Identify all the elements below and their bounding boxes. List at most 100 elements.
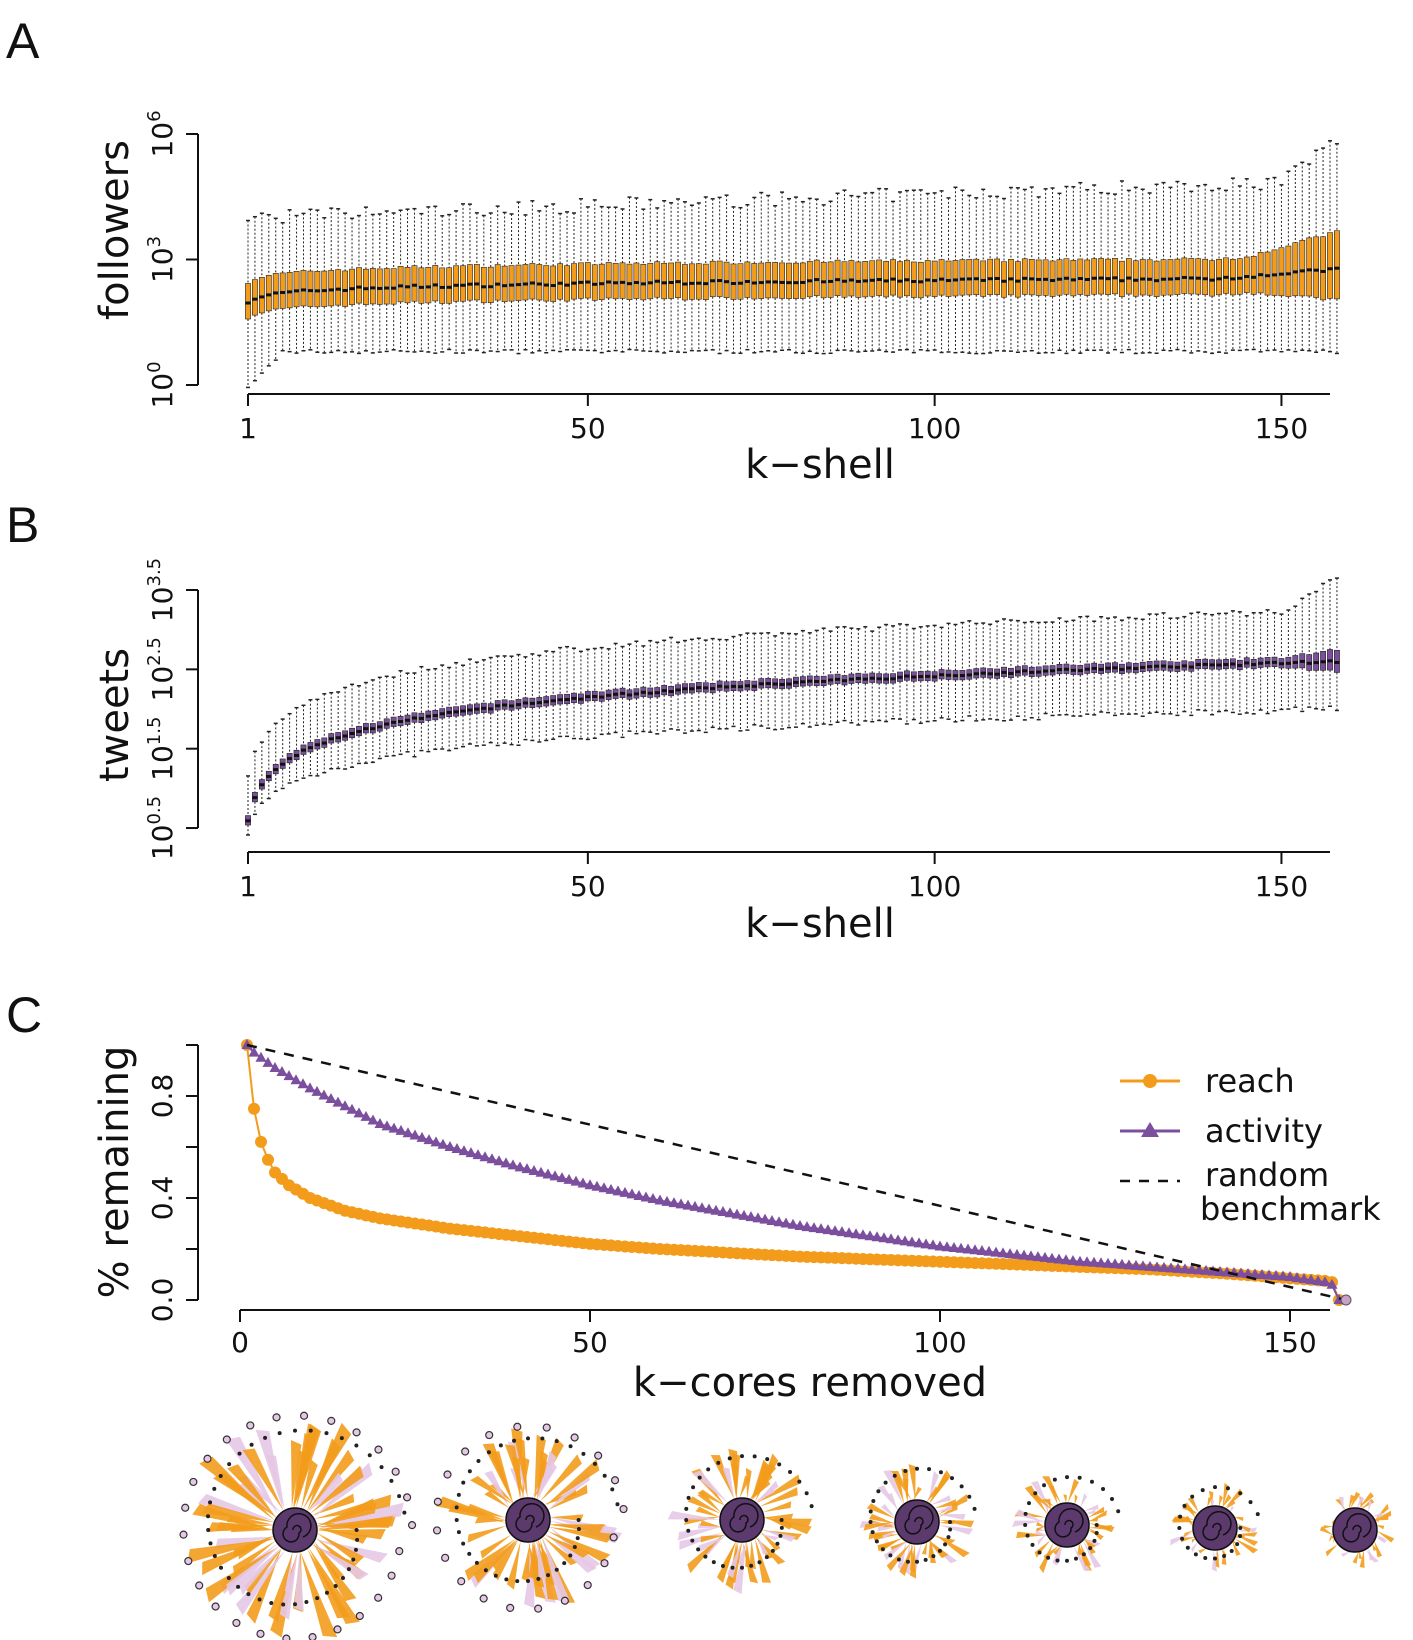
network-edge (489, 1451, 514, 1504)
network-edge (1170, 1532, 1194, 1546)
box (682, 264, 688, 301)
network-node (1229, 1548, 1234, 1553)
network-outer-node (402, 1493, 412, 1502)
network-node (720, 1563, 725, 1568)
network-outer-node (282, 1634, 291, 1640)
network-edge (1080, 1493, 1087, 1508)
x-tick-label: 50 (572, 1326, 608, 1359)
network-outer-node (407, 1521, 417, 1530)
box (973, 258, 980, 296)
activity-point (976, 1245, 988, 1256)
activity-point (374, 1118, 386, 1129)
box (591, 264, 598, 301)
box (453, 265, 459, 302)
network-edge (1041, 1498, 1055, 1507)
activity-point (885, 1233, 897, 1244)
box (952, 260, 959, 297)
network-node (775, 1541, 780, 1546)
activity-point (787, 1218, 799, 1229)
network-node (892, 1473, 897, 1478)
network-edge (1083, 1504, 1099, 1511)
network-node (1248, 1500, 1253, 1505)
network-outer-node (443, 1470, 452, 1479)
network-node (354, 1443, 359, 1448)
box (890, 259, 896, 296)
network-edge (548, 1526, 614, 1543)
activity-point (626, 1188, 638, 1199)
network-node (208, 1541, 213, 1546)
box (1306, 237, 1313, 297)
activity-point (682, 1199, 694, 1210)
network-edge (268, 1551, 293, 1623)
panel-c-line-chart: 0.0 0.4 0.8 0 50 100 150 k−cores removed % re… (92, 1039, 1381, 1406)
network-node (562, 1561, 567, 1566)
box (737, 263, 744, 300)
activity-point (864, 1230, 876, 1241)
network-node (581, 1451, 586, 1456)
network-node (1213, 1556, 1217, 1561)
network-edge (754, 1537, 772, 1583)
activity-point (1081, 1256, 1093, 1267)
box (612, 262, 619, 300)
network-edge (1372, 1512, 1383, 1517)
random-benchmark-line (246, 1043, 1347, 1302)
network-outer-node (609, 1533, 618, 1542)
network-edge (897, 1541, 907, 1572)
network-node (923, 1557, 928, 1562)
network-node (212, 1486, 217, 1491)
network-node (1042, 1483, 1047, 1488)
network-outer-node (189, 1477, 198, 1487)
network-edge (1083, 1539, 1101, 1547)
activity-point (262, 1056, 274, 1067)
network-edge (722, 1467, 735, 1500)
network-edge (1361, 1498, 1375, 1509)
x-tick-label: 50 (570, 412, 606, 445)
activity-point (437, 1138, 449, 1149)
network-edge (1338, 1496, 1344, 1512)
y-tick-label: 100 (144, 361, 179, 408)
activity-point (969, 1244, 981, 1255)
network-edge (1035, 1521, 1046, 1528)
box (793, 262, 799, 299)
network-edge (1035, 1530, 1048, 1536)
network-node (498, 1443, 503, 1448)
network-node (888, 1553, 893, 1558)
activity-point (962, 1243, 974, 1254)
network-edge (290, 1439, 302, 1509)
activity-point (766, 1214, 778, 1225)
network-edge (1322, 1525, 1334, 1529)
activity-point (1200, 1264, 1212, 1275)
network-edge (197, 1493, 275, 1522)
network-node (246, 1592, 251, 1597)
activity-point (1095, 1257, 1107, 1268)
network-edge (863, 1522, 896, 1531)
network-edge (1356, 1496, 1365, 1509)
network-node (476, 1458, 481, 1463)
network-edge (235, 1549, 286, 1615)
activity-point (1067, 1254, 1079, 1265)
box (314, 271, 321, 308)
box (1063, 258, 1070, 295)
network-node (740, 1454, 744, 1459)
network-node (456, 1530, 461, 1535)
network-edge (1225, 1499, 1236, 1509)
network-thumbnail-3 (667, 1448, 814, 1595)
network-node (883, 1480, 888, 1485)
activity-point (465, 1147, 477, 1158)
network-node (752, 1454, 757, 1459)
network-edge (1087, 1506, 1105, 1518)
box (376, 268, 383, 305)
network-edge (1077, 1543, 1082, 1556)
box (827, 261, 834, 298)
network-outer-node (355, 1611, 364, 1621)
activity-point (941, 1241, 953, 1252)
network-node (454, 1518, 459, 1522)
box (1001, 261, 1007, 298)
network-node (740, 1565, 744, 1570)
network-thumbnail-5 (1011, 1475, 1121, 1574)
network-edge (547, 1530, 611, 1563)
network-edge (1233, 1540, 1236, 1544)
network-outer-node (583, 1580, 592, 1590)
network-edge (473, 1539, 518, 1584)
network-node (696, 1547, 701, 1552)
